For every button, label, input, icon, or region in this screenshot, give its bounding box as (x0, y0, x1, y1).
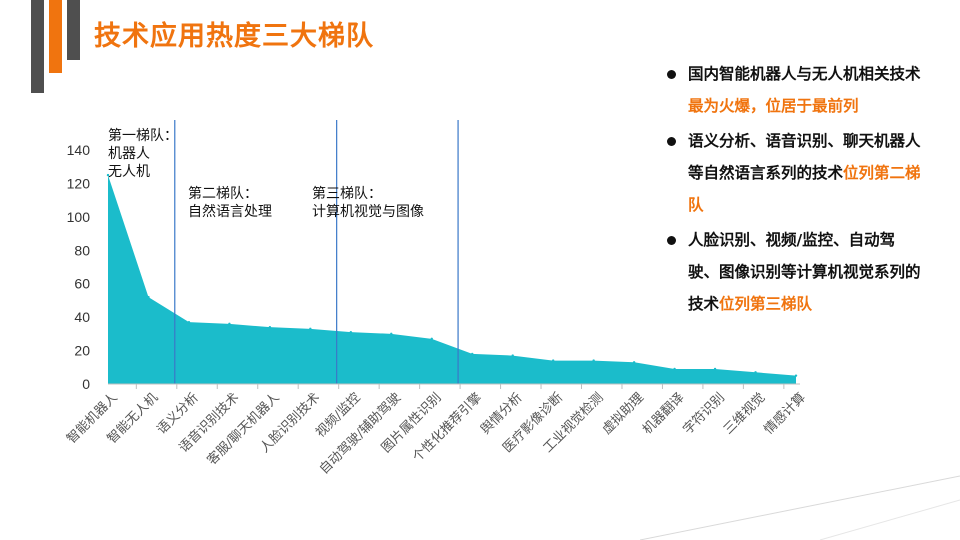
data-point (511, 354, 514, 357)
tier-label: 第三梯队： (312, 185, 382, 202)
data-point (430, 337, 433, 341)
y-tick-label: 100 (67, 209, 91, 225)
y-tick-label: 20 (74, 343, 90, 359)
y-tick-label: 60 (74, 276, 90, 292)
y-tick-label: 0 (82, 376, 90, 392)
bullet-text: 国内智能机器人与无人机相关技术 (688, 65, 921, 83)
tier-label: 第二梯队： (188, 185, 258, 202)
bullet-highlight: 位列第三梯队 (719, 295, 813, 313)
data-point (349, 330, 353, 334)
bullet-item-2: 语义分析、语音识别、聊天机器人等自然语言系列的技术位列第二梯队 (664, 125, 924, 221)
data-point (592, 359, 595, 362)
x-axis: 智能机器人智能无人机语义分析语音识别技术客服/聊天机器人人脸识别技术视频/监控自… (64, 383, 809, 477)
y-axis: 0 20 40 60 80 100 120 140 (67, 142, 91, 392)
data-point (794, 374, 798, 377)
bullet-dot-icon (667, 137, 676, 146)
bullet-highlight: 最为火爆，位居于最前列 (688, 97, 859, 115)
y-tick-label: 80 (74, 242, 90, 258)
area-fill (108, 175, 796, 384)
decor-bar-gray (31, 0, 44, 93)
bullet-dot-icon (667, 236, 676, 245)
tier-label-line: 自然语言处理 (188, 203, 272, 220)
decor-bar-dark (67, 0, 80, 60)
tier-label-line: 无人机 (108, 164, 150, 180)
x-category-label: 个性化推荐引擎 (410, 390, 485, 465)
slide-title: 技术应用热度三大梯队 (94, 21, 374, 52)
tier-label-line: 计算机视觉与图像 (312, 204, 424, 220)
data-point (390, 332, 393, 336)
x-category-label: 虚拟助理 (600, 390, 647, 437)
tier-label: 第一梯队： (108, 127, 178, 144)
y-tick-label: 140 (67, 142, 91, 158)
decor-bar-orange (49, 0, 62, 73)
data-point (187, 320, 191, 324)
corner-decoration (640, 475, 960, 540)
bullet-text: 人脸识别、视频/监控、自动驾驶、图像识别等计算机视觉系列的技术 (688, 231, 921, 313)
data-point (228, 322, 231, 326)
bullet-item-1: 国内智能机器人与无人机相关技术最为火爆，位居于最前列 (664, 58, 924, 122)
data-point (268, 325, 272, 329)
data-point (309, 327, 312, 331)
bullet-list: 国内智能机器人与无人机相关技术最为火爆，位居于最前列 语义分析、语音识别、聊天机… (664, 58, 924, 323)
data-point (147, 295, 150, 299)
data-point (471, 352, 474, 356)
tier-area-chart: 0 20 40 60 80 100 120 140 第一梯队： 机器人无人机第二梯队：自然语言处… (64, 120, 809, 477)
bullet-item-3: 人脸识别、视频/监控、自动驾驶、图像识别等计算机视觉系列的技术位列第三梯队 (664, 224, 924, 320)
tier-label-line: 机器人 (108, 146, 150, 162)
x-category-label: 情感计算 (761, 390, 809, 438)
data-point (754, 371, 757, 374)
data-point (551, 359, 555, 362)
x-category-label: 机器翻译 (640, 390, 687, 437)
y-tick-label: 40 (74, 309, 90, 325)
bullet-highlight: 位列第二梯队 (688, 164, 921, 214)
data-point (632, 361, 636, 364)
data-point (713, 367, 717, 371)
y-tick-label: 120 (67, 175, 91, 191)
bullet-text: 语义分析、语音识别、聊天机器人等自然语言系列的技术 (688, 132, 921, 182)
data-point (673, 367, 676, 371)
bullet-dot-icon (667, 70, 676, 79)
x-category-label: 客服/聊天机器人 (204, 390, 283, 469)
data-point (106, 173, 110, 177)
x-category-label: 三维视觉 (721, 390, 768, 437)
x-category-label: 字符识别 (680, 390, 728, 438)
area-series (106, 173, 798, 384)
